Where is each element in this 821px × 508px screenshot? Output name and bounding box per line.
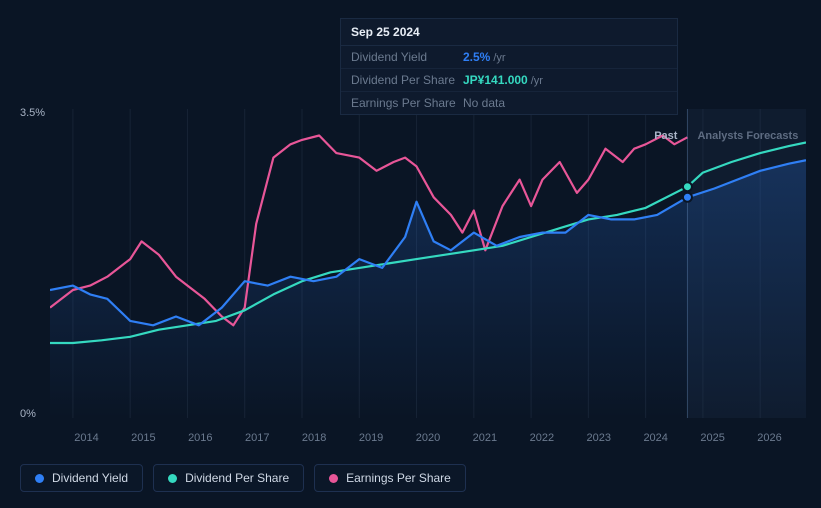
tooltip-row: Dividend Yield2.5%/yr bbox=[341, 46, 677, 69]
x-axis-tick: 2024 bbox=[627, 432, 684, 444]
x-axis-tick: 2019 bbox=[343, 432, 400, 444]
tooltip-row-label: Dividend Yield bbox=[351, 50, 463, 64]
y-axis-max-label: 3.5% bbox=[20, 107, 45, 119]
legend-label: Dividend Per Share bbox=[185, 471, 289, 485]
tooltip-date: Sep 25 2024 bbox=[341, 19, 677, 46]
tooltip-row-unit: /yr bbox=[493, 52, 505, 64]
x-axis-tick: 2018 bbox=[286, 432, 343, 444]
x-axis-tick: 2020 bbox=[400, 432, 457, 444]
legend-label: Earnings Per Share bbox=[346, 471, 451, 485]
legend-item-dividend-per-share[interactable]: Dividend Per Share bbox=[153, 464, 304, 492]
legend-item-earnings-per-share[interactable]: Earnings Per Share bbox=[314, 464, 466, 492]
y-axis-min-label: 0% bbox=[20, 408, 36, 420]
legend-label: Dividend Yield bbox=[52, 471, 128, 485]
x-axis-tick: 2025 bbox=[684, 432, 741, 444]
x-axis-tick: 2014 bbox=[58, 432, 115, 444]
x-axis: 2014201520162017201820192020202120222023… bbox=[50, 432, 806, 444]
chart-plot-area[interactable]: Past Analysts Forecasts bbox=[50, 109, 806, 418]
x-axis-tick: 2017 bbox=[229, 432, 286, 444]
tooltip-row-value: 2.5% bbox=[463, 50, 490, 64]
tooltip-row-nodata: No data bbox=[463, 96, 505, 110]
legend-dot-icon bbox=[35, 474, 44, 483]
legend-dot-icon bbox=[168, 474, 177, 483]
legend-dot-icon bbox=[329, 474, 338, 483]
x-axis-tick: 2023 bbox=[570, 432, 627, 444]
x-axis-tick: 2022 bbox=[513, 432, 570, 444]
tooltip-row-value: JP¥141.000 bbox=[463, 73, 528, 87]
chart-legend: Dividend Yield Dividend Per Share Earnings… bbox=[20, 464, 466, 492]
chart-tooltip: Sep 25 2024 Dividend Yield2.5%/yrDividen… bbox=[340, 18, 678, 115]
legend-item-dividend-yield[interactable]: Dividend Yield bbox=[20, 464, 143, 492]
tooltip-row-label: Earnings Per Share bbox=[351, 96, 463, 110]
tooltip-row-label: Dividend Per Share bbox=[351, 73, 463, 87]
phase-label-forecast: Analysts Forecasts bbox=[697, 130, 798, 142]
tooltip-row: Dividend Per ShareJP¥141.000/yr bbox=[341, 69, 677, 92]
tooltip-row-unit: /yr bbox=[531, 75, 543, 87]
x-axis-tick: 2026 bbox=[741, 432, 798, 444]
phase-label-past: Past bbox=[654, 130, 678, 142]
x-axis-tick: 2021 bbox=[456, 432, 513, 444]
x-axis-tick: 2015 bbox=[115, 432, 172, 444]
tooltip-row: Earnings Per ShareNo data bbox=[341, 92, 677, 114]
x-axis-tick: 2016 bbox=[172, 432, 229, 444]
